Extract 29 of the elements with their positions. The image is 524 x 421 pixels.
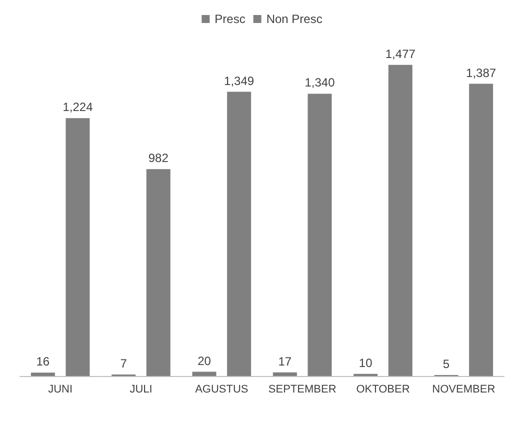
data-label: 982: [148, 151, 169, 166]
data-label: 1,387: [466, 66, 496, 80]
data-label: 17: [278, 354, 292, 368]
data-label: 10: [358, 356, 373, 370]
legend-label: Presc: [214, 12, 246, 26]
bar: [146, 169, 170, 376]
x-tick-label: JUNI: [48, 384, 73, 396]
data-label: 5: [442, 356, 450, 371]
x-tick-label: SEPTEMBER: [268, 384, 336, 396]
bar: [272, 372, 297, 376]
data-label: 1,340: [304, 76, 336, 90]
bar: [469, 84, 494, 376]
bar: [308, 94, 332, 376]
x-tick-label: JULI: [130, 384, 152, 396]
bar: [30, 372, 55, 376]
data-label: 1,477: [385, 46, 416, 61]
bar: [227, 92, 252, 376]
x-tick-label: NOVEMBER: [432, 384, 496, 396]
legend-label: Non Presc: [266, 12, 322, 26]
x-tick-label: OKTOBER: [356, 384, 410, 396]
bar: [388, 64, 412, 376]
x-tick-label: AGUSTUS: [195, 384, 248, 396]
data-label: 16: [36, 354, 50, 369]
bar: [192, 372, 216, 376]
data-label: 1,349: [224, 74, 254, 88]
data-label: 7: [120, 356, 128, 371]
data-label: 1,224: [62, 100, 94, 114]
data-label: 20: [198, 354, 212, 368]
bar: [66, 118, 90, 376]
